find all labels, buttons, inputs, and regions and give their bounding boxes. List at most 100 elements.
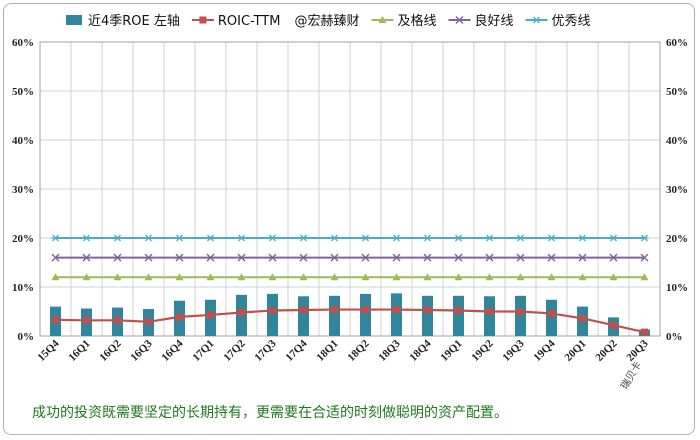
data-point [485, 253, 494, 262]
x-tick-label: 17Q2 [221, 337, 248, 364]
roe-bar [298, 296, 309, 336]
data-point [299, 253, 308, 262]
data-point [331, 306, 338, 314]
roe-bar [484, 296, 495, 336]
data-point [578, 253, 587, 262]
data-point [609, 234, 618, 242]
legend-item: 及格线 [371, 13, 436, 29]
x-tick-label: 15Q4 [35, 337, 62, 364]
y-tick-label-left: 0% [18, 331, 35, 343]
data-point [300, 306, 307, 314]
series-star [51, 234, 649, 242]
data-point [51, 273, 60, 281]
data-point [609, 253, 618, 262]
x-tick-label: 16Q4 [159, 337, 186, 364]
y-tick-label-left: 10% [12, 282, 34, 294]
data-point [268, 273, 277, 281]
legend-label: 优秀线 [551, 14, 590, 29]
data-point [548, 309, 555, 317]
data-point [330, 273, 339, 281]
data-point [393, 306, 400, 314]
x-tick-label: 19Q3 [500, 337, 527, 364]
data-point [113, 273, 122, 281]
data-point [83, 316, 90, 324]
data-point [516, 253, 525, 262]
y-tick-label-right: 50% [666, 86, 688, 98]
x-tick-label: 17Q3 [252, 337, 279, 364]
data-point [269, 307, 276, 315]
data-point [423, 273, 432, 281]
series-square [52, 306, 648, 336]
data-point [578, 234, 587, 242]
left-y-axis: 0% 10% 20% 30% 40% 50% 60% [12, 37, 34, 343]
data-point [454, 273, 463, 281]
series-x [51, 253, 649, 262]
legend-marker [199, 16, 207, 24]
data-point [424, 306, 431, 314]
x-tick-label: 18Q1 [314, 338, 340, 364]
data-point [423, 234, 432, 242]
data-point [175, 234, 184, 242]
data-point [52, 316, 59, 324]
data-point [547, 273, 556, 281]
x-axis: 15Q4 16Q1 16Q2 16Q3 16Q4 17Q1 17Q2 17Q3 17Q4 18Q1… [35, 337, 651, 364]
series-line [55, 308, 645, 334]
data-point [145, 318, 152, 326]
data-point [330, 234, 339, 242]
caption: 成功的投资既需要坚定的长期持有，更需要在合适的时刻做聪明的资产配置。 [32, 405, 508, 421]
data-point [361, 273, 370, 281]
data-point [392, 273, 401, 281]
data-point [299, 234, 308, 242]
legend-marker [378, 16, 387, 23]
chart-frame [3, 3, 695, 435]
data-point [547, 234, 556, 242]
data-point [207, 311, 214, 319]
x-tick-label: 17Q4 [283, 337, 310, 364]
data-point [392, 234, 401, 242]
data-point [579, 314, 586, 322]
data-point [175, 253, 184, 262]
data-point [51, 234, 60, 242]
data-point [176, 313, 183, 321]
data-point [299, 273, 308, 281]
x-tick-label: 18Q2 [345, 337, 372, 364]
x-tick-label: 16Q2 [97, 337, 124, 364]
legend-label: ROIC-TTM [218, 14, 281, 29]
legend-swatch [66, 15, 82, 25]
x-tick-label: 17Q1 [190, 338, 216, 364]
plot-border [39, 41, 661, 337]
data-point [237, 273, 246, 281]
data-point [206, 234, 215, 242]
roe-bar [546, 299, 557, 336]
data-point [516, 234, 525, 242]
data-point [114, 316, 121, 324]
x-tick-label: 19Q4 [531, 337, 558, 364]
data-point [485, 234, 494, 242]
data-point [51, 253, 60, 262]
data-point [640, 273, 649, 281]
data-point [609, 273, 618, 281]
legend-marker [455, 16, 464, 24]
legend-label: 近4季ROE 左轴 [88, 14, 180, 29]
data-point [268, 234, 277, 242]
y-tick-label-right: 0% [666, 331, 683, 343]
data-point [486, 308, 493, 315]
legend-item: 优秀线 [525, 14, 591, 29]
y-tick-label-right: 10% [666, 282, 688, 294]
data-point [517, 308, 524, 315]
y-tick-label-left: 60% [12, 37, 34, 49]
line-series [51, 234, 649, 336]
data-point [454, 234, 463, 242]
x-tick-label: 19Q2 [469, 337, 496, 364]
x-tick-label: 20Q1 [562, 338, 588, 364]
data-point [82, 253, 91, 262]
data-point [206, 273, 215, 281]
x-tick-label: 18Q3 [376, 337, 403, 364]
data-point [485, 273, 494, 281]
series-triangle [51, 273, 649, 281]
data-point [330, 253, 339, 262]
data-point [392, 253, 401, 262]
data-point [237, 253, 246, 262]
data-point [82, 273, 91, 281]
x-tick-label: 18Q4 [407, 337, 434, 364]
